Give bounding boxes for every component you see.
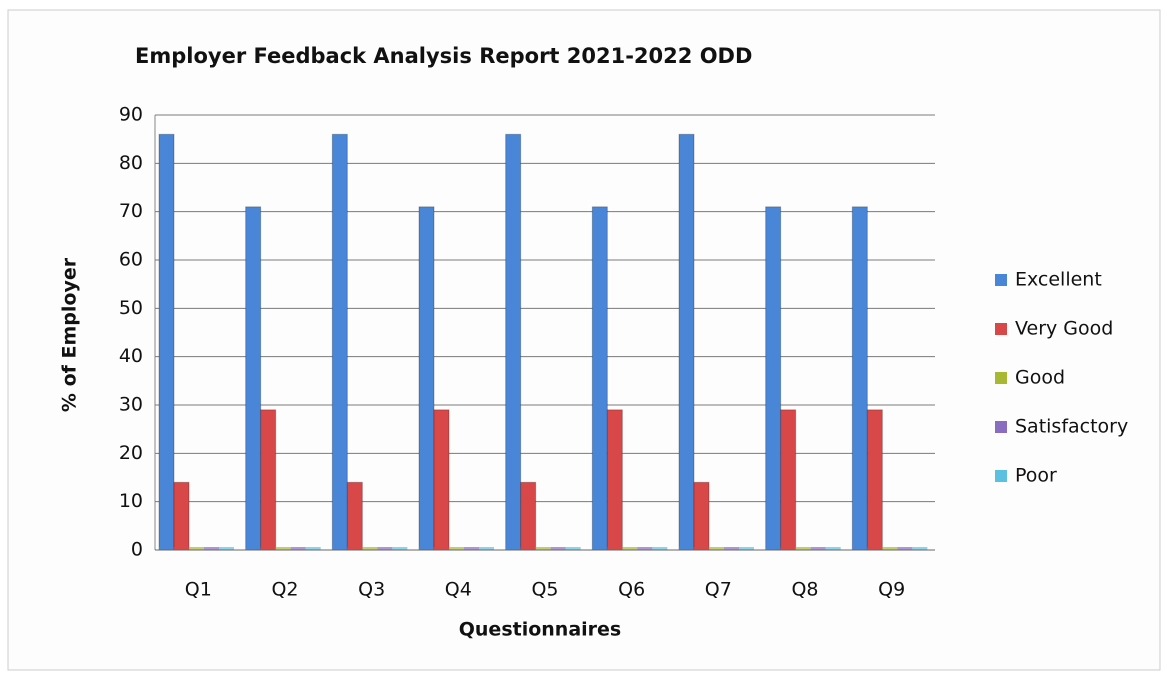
y-tick-label: 10	[119, 490, 143, 512]
x-axis-label: Questionnaires	[459, 619, 621, 641]
bar	[505, 133, 522, 551]
chart-frame	[7, 9, 1161, 671]
bar	[606, 409, 623, 551]
bar-base	[449, 547, 464, 550]
y-tick-label: 20	[119, 442, 143, 464]
bar-base	[332, 547, 348, 550]
bar-base	[159, 547, 174, 550]
bar-base	[765, 547, 781, 550]
bar-base	[622, 547, 638, 550]
bar-base	[464, 547, 479, 550]
bar-base	[189, 547, 204, 550]
bar-base	[275, 547, 291, 550]
bar	[693, 481, 710, 551]
bar	[591, 206, 608, 551]
bar-base	[780, 547, 796, 550]
y-tick-label: 30	[119, 394, 143, 416]
bar-base	[592, 547, 608, 550]
bar-base	[852, 547, 868, 550]
bar-base	[867, 547, 883, 550]
y-tick-label: 80	[119, 152, 143, 174]
x-tick-label: Q8	[791, 579, 818, 601]
bar-base	[882, 547, 898, 550]
bar-base	[419, 547, 434, 550]
bar	[245, 206, 262, 551]
x-tick-label: Q6	[618, 579, 645, 601]
bar-base	[795, 547, 811, 550]
bar-base	[362, 547, 378, 550]
bar-base	[377, 547, 393, 550]
y-tick-label: 90	[119, 104, 143, 126]
legend-swatch	[995, 323, 1007, 335]
bar-base	[912, 547, 928, 550]
bar-base	[305, 547, 321, 550]
bar-base	[204, 547, 219, 550]
bar-base	[535, 547, 551, 550]
bar	[520, 481, 537, 551]
bar-base	[607, 547, 623, 550]
bar-base	[347, 547, 363, 550]
chart-title: Employer Feedback Analysis Report 2021-2…	[135, 44, 752, 68]
bar-base	[290, 547, 306, 550]
bar-base	[825, 547, 841, 550]
bar-base	[810, 547, 826, 550]
bar	[780, 409, 797, 551]
legend-swatch	[995, 421, 1007, 433]
bar-base	[219, 547, 234, 550]
bar	[346, 481, 363, 551]
x-tick-label: Q9	[878, 579, 905, 601]
bar-base	[245, 547, 261, 550]
y-tick-label: 50	[119, 297, 143, 319]
bar-base	[637, 547, 653, 550]
bar-base	[897, 547, 913, 550]
legend-swatch	[995, 470, 1007, 482]
legend-label: Satisfactory	[1015, 416, 1128, 438]
bar-base	[739, 547, 754, 550]
bar-base	[505, 547, 521, 550]
bar-base	[174, 547, 189, 550]
bar-base	[479, 547, 494, 550]
bar-base	[694, 547, 709, 550]
bar-base	[392, 547, 408, 550]
bar	[851, 206, 868, 551]
x-tick-label: Q5	[531, 579, 558, 601]
x-tick-label: Q3	[358, 579, 385, 601]
y-axis-label: % of Employer	[59, 257, 81, 412]
legend-label: Poor	[1015, 465, 1057, 487]
bar-base	[679, 547, 694, 550]
bar	[866, 409, 883, 551]
bar	[158, 133, 175, 551]
y-tick-label: 60	[119, 249, 143, 271]
bar-base	[434, 547, 449, 550]
bar-base	[709, 547, 724, 550]
bar-base	[724, 547, 739, 550]
bar-base	[565, 547, 581, 550]
bar-base	[652, 547, 668, 550]
x-tick-label: Q2	[271, 579, 298, 601]
y-tick-label: 70	[119, 200, 143, 222]
legend-swatch	[995, 274, 1007, 286]
legend-label: Excellent	[1015, 269, 1102, 291]
bar	[173, 481, 190, 551]
bar	[765, 206, 782, 551]
x-tick-label: Q7	[705, 579, 732, 601]
bar-base	[260, 547, 276, 550]
legend-label: Very Good	[1015, 318, 1113, 340]
bar	[260, 409, 277, 551]
y-tick-label: 40	[119, 345, 143, 367]
y-tick-label: 0	[131, 539, 143, 561]
x-tick-label: Q1	[185, 579, 212, 601]
bar-base	[550, 547, 566, 550]
bar-base	[520, 547, 536, 550]
legend-swatch	[995, 372, 1007, 384]
bar	[418, 206, 435, 551]
bar	[678, 133, 695, 551]
bar	[433, 409, 450, 551]
bar	[331, 133, 348, 551]
x-tick-label: Q4	[445, 579, 472, 601]
legend-label: Good	[1015, 367, 1065, 389]
